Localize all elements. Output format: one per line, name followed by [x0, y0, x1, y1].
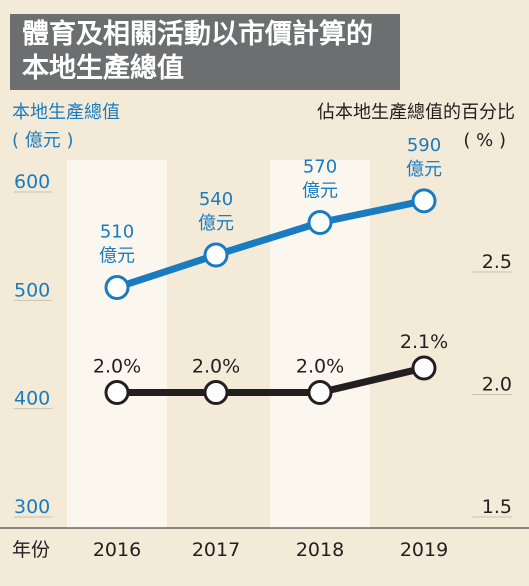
- x-tick-label: 2019: [400, 539, 448, 561]
- data-point: [411, 188, 437, 214]
- data-label-unit: 億元: [302, 181, 338, 202]
- data-label-percent: 2.0%: [296, 356, 344, 378]
- series-line-left: [115, 197, 425, 291]
- right-axis-label-line-1: 佔本地生產總值的百分比: [317, 102, 515, 123]
- chart-title: 體育及相關活動以市價計算的 本地生產總值: [10, 14, 400, 90]
- chart-title-line-1: 體育及相關活動以市價計算的: [22, 19, 373, 50]
- data-point: [203, 242, 229, 268]
- data-point: [104, 380, 130, 405]
- x-tick-label: 2018: [296, 539, 344, 561]
- data-label-percent: 2.0%: [192, 356, 240, 378]
- data-point: [104, 275, 130, 300]
- series-line-right: [117, 364, 425, 396]
- chart-title-line-2: 本地生產總值: [22, 53, 184, 84]
- data-label-value: 510: [100, 222, 134, 243]
- x-tick-label: 2016: [93, 539, 141, 561]
- data-label-unit: 億元: [406, 159, 442, 180]
- right-axis-ticks: 2.5 2.0 1.5: [472, 251, 512, 518]
- series-group: 510 億元 540 億元 570 億元 590 億元 2.0% 2.0% 2.0% 2.1%: [93, 135, 448, 405]
- data-label-percent: 2.0%: [93, 356, 141, 378]
- data-label-value: 570: [303, 157, 337, 178]
- data-label-percent: 2.1%: [400, 331, 448, 353]
- left-tick-label: 500: [14, 279, 50, 301]
- data-label-value: 590: [407, 135, 441, 156]
- x-tick-label: 2017: [192, 539, 240, 561]
- data-point: [411, 355, 437, 381]
- right-tick-label: 1.5: [482, 496, 512, 518]
- left-tick-label: 400: [14, 388, 50, 410]
- left-tick-label: 300: [14, 496, 50, 518]
- data-label-unit: 億元: [99, 246, 135, 267]
- left-axis-label-line-2: ( 億元 ): [12, 130, 74, 151]
- left-tick-label: 600: [14, 171, 50, 193]
- right-axis-label-line-2: ( % ): [463, 130, 506, 151]
- left-axis-ticks: 600 500 400 300: [14, 171, 52, 518]
- year-band: [67, 160, 167, 528]
- right-tick-label: 2.5: [482, 251, 512, 273]
- x-axis-ticks: 2016 2017 2018 2019: [93, 539, 448, 561]
- data-label-value: 540: [199, 189, 233, 210]
- data-point: [307, 380, 333, 405]
- x-axis-label: 年份: [12, 539, 50, 561]
- right-tick-label: 2.0: [482, 374, 512, 396]
- data-point: [203, 380, 229, 405]
- data-label-unit: 億元: [198, 213, 234, 234]
- left-axis-label-line-1: 本地生產總值: [12, 102, 120, 123]
- data-point: [307, 210, 333, 235]
